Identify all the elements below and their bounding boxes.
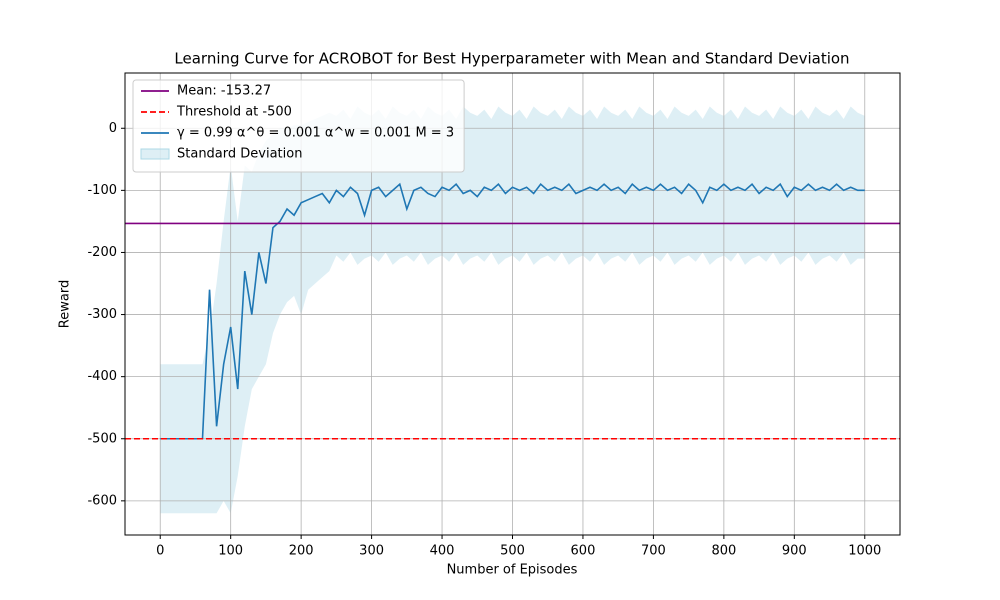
y-tick-label: -600 — [87, 493, 117, 508]
x-tick-label: 600 — [571, 544, 596, 559]
y-tick-label: -100 — [87, 183, 117, 198]
legend-label: Mean: -153.27 — [177, 84, 271, 99]
legend-label: Threshold at -500 — [176, 105, 292, 120]
x-tick-label: 700 — [641, 544, 666, 559]
legend: Mean: -153.27 Threshold at -500 γ = 0.99 α… — [132, 79, 465, 173]
y-axis-label: Reward — [58, 280, 73, 328]
x-tick-label: 800 — [711, 544, 736, 559]
axes-frame — [124, 72, 901, 536]
chart-title: Learning Curve for ACROBOT for Best Hype… — [174, 50, 849, 68]
std-band — [160, 106, 865, 514]
plot-area — [125, 73, 900, 535]
x-tick-label: 1000 — [848, 544, 881, 559]
x-tick-label: 100 — [218, 544, 243, 559]
x-tick-label: 300 — [359, 544, 384, 559]
legend-label: γ = 0.99 α^θ = 0.001 α^w = 0.001 M = 3 — [177, 126, 454, 141]
x-tick-label: 500 — [500, 544, 525, 559]
x-tick-label: 200 — [289, 544, 314, 559]
x-tick-label: 0 — [156, 544, 164, 559]
y-tick-label: -200 — [87, 245, 117, 260]
y-tick-label: -500 — [87, 431, 117, 446]
legend-box — [132, 79, 465, 173]
x-axis-label: Number of Episodes — [447, 563, 578, 578]
y-tick-label: -300 — [87, 307, 117, 322]
y-tick-label: 0 — [109, 121, 117, 136]
legend-label: Standard Deviation — [177, 147, 302, 162]
legend-swatch — [140, 148, 170, 160]
x-tick-label: 400 — [430, 544, 455, 559]
y-tick-label: -400 — [87, 369, 117, 384]
x-tick-label: 900 — [782, 544, 807, 559]
